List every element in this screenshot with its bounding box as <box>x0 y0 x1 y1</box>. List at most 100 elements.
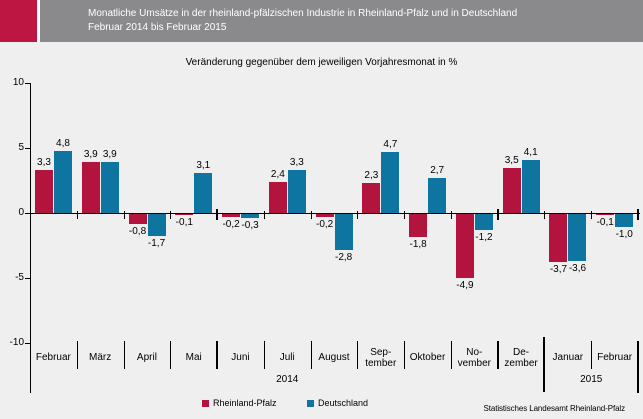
axis-tick <box>544 211 546 219</box>
value-label: 4,8 <box>56 137 70 149</box>
y-tick-label: 10 <box>12 77 24 88</box>
x-axis-line <box>30 213 640 214</box>
header-accent-block <box>0 0 37 42</box>
value-label: 3,3 <box>289 157 304 169</box>
month-label-line: zember <box>504 357 538 369</box>
month-divider <box>357 341 359 369</box>
y-tick-label: -5 <box>15 272 24 283</box>
value-label: 3,1 <box>196 159 211 171</box>
value-label: 2,7 <box>430 164 445 176</box>
month-label-line: No- <box>466 346 483 358</box>
bar-deutschland <box>147 214 166 237</box>
month-label-line: tember <box>365 357 397 369</box>
bar-deutschland <box>568 214 587 261</box>
legend-swatch <box>202 400 209 407</box>
y-tick-mark <box>25 83 30 84</box>
year-label: 2014 <box>276 374 299 385</box>
month-label-line: Mai <box>185 352 202 363</box>
month-label-line: vember <box>457 357 491 369</box>
month-label-line: August <box>318 352 350 363</box>
month-label-line: Februar <box>35 352 71 363</box>
bar-deutschland <box>241 214 260 218</box>
bar-deutschland <box>100 162 119 213</box>
bar-rheinland-pfalz <box>409 214 428 238</box>
chart-subtitle: Veränderung gegenüber dem jeweiligen Vor… <box>185 57 458 68</box>
month-label-line: März <box>89 352 112 363</box>
value-label: 4,1 <box>523 146 538 158</box>
month-label: März <box>77 344 124 371</box>
value-label: -0,1 <box>596 217 614 229</box>
value-label: -1,0 <box>615 229 633 240</box>
axis-tick <box>216 209 219 220</box>
bar-deutschland <box>615 214 634 227</box>
month-divider <box>404 341 406 369</box>
value-label: -1,2 <box>475 231 493 243</box>
axis-tick <box>357 211 359 219</box>
month-label-line: April <box>136 352 157 363</box>
value-label: -1,7 <box>147 238 166 250</box>
month-label: Januar <box>544 344 591 371</box>
axis-tick <box>170 211 172 219</box>
source-credit: Statistisches Landesamt Rheinland-Pfalz <box>483 404 625 413</box>
month-label-line: Sep- <box>370 346 392 358</box>
month-label-line: Februar <box>597 352 633 363</box>
bar-deutschland <box>54 150 72 213</box>
axis-tick <box>496 209 499 220</box>
legend-swatch <box>307 400 314 407</box>
y-tick-mark <box>25 343 30 344</box>
month-label-line: Juni <box>231 352 250 363</box>
legend-item-deutschland: Deutschland <box>307 398 368 408</box>
bar-deutschland <box>521 159 540 213</box>
y-tick-label: -10 <box>9 337 24 348</box>
bar-deutschland <box>287 170 306 213</box>
bar-rheinland-pfalz <box>362 183 381 213</box>
bar-rheinland-pfalz <box>268 181 287 213</box>
chart-title-line2: Februar 2014 bis Februar 2015 <box>88 22 227 33</box>
month-label: Juli <box>264 344 311 371</box>
bar-rheinland-pfalz <box>175 214 194 216</box>
value-label: -0,2 <box>222 218 240 230</box>
bar-rheinland-pfalz <box>455 214 474 278</box>
y-tick-mark <box>25 278 30 279</box>
value-label: -0,3 <box>241 219 259 231</box>
month-divider <box>637 341 639 393</box>
value-label: 2,3 <box>364 170 379 182</box>
axis-tick <box>263 211 265 219</box>
month-label: August <box>311 344 358 371</box>
value-label: -0,2 <box>315 218 334 230</box>
month-divider <box>170 341 172 369</box>
axis-tick <box>76 211 78 219</box>
month-label: April <box>124 344 171 371</box>
axis-tick <box>591 211 593 219</box>
value-label: -3,6 <box>568 262 587 274</box>
header: Monatliche Umsätze in der rheinland-pfäl… <box>0 0 643 42</box>
legend-label: Rheinland-Pfalz <box>213 398 277 408</box>
bar-rheinland-pfalz <box>315 214 334 217</box>
axis-tick <box>310 211 312 219</box>
value-label: 3,3 <box>37 157 51 169</box>
y-tick-mark <box>25 148 30 149</box>
value-label: -0,1 <box>175 217 193 229</box>
year-label: 2015 <box>580 374 603 385</box>
bar-rheinland-pfalz <box>81 162 100 213</box>
year-divider <box>543 337 546 392</box>
axis-tick <box>404 211 406 219</box>
value-label: -0,8 <box>128 226 147 238</box>
bar-rheinland-pfalz <box>549 214 568 263</box>
month-divider <box>591 341 593 369</box>
value-label: 3,5 <box>504 154 519 166</box>
month-label: Sep-tember <box>357 344 404 371</box>
legend-label: Deutschland <box>318 398 369 408</box>
month-label: Februar <box>30 344 77 371</box>
value-label: -4,9 <box>456 279 474 291</box>
value-label: 4,7 <box>383 138 398 150</box>
month-label-line: Oktober <box>409 352 446 363</box>
y-tick-label: 5 <box>18 142 24 153</box>
month-divider <box>496 341 499 369</box>
month-label: Februar <box>591 344 638 371</box>
month-label-line: De- <box>513 346 530 358</box>
y-tick-mark <box>25 213 30 214</box>
bar-deutschland <box>194 172 213 213</box>
value-label: 2,4 <box>270 168 285 180</box>
